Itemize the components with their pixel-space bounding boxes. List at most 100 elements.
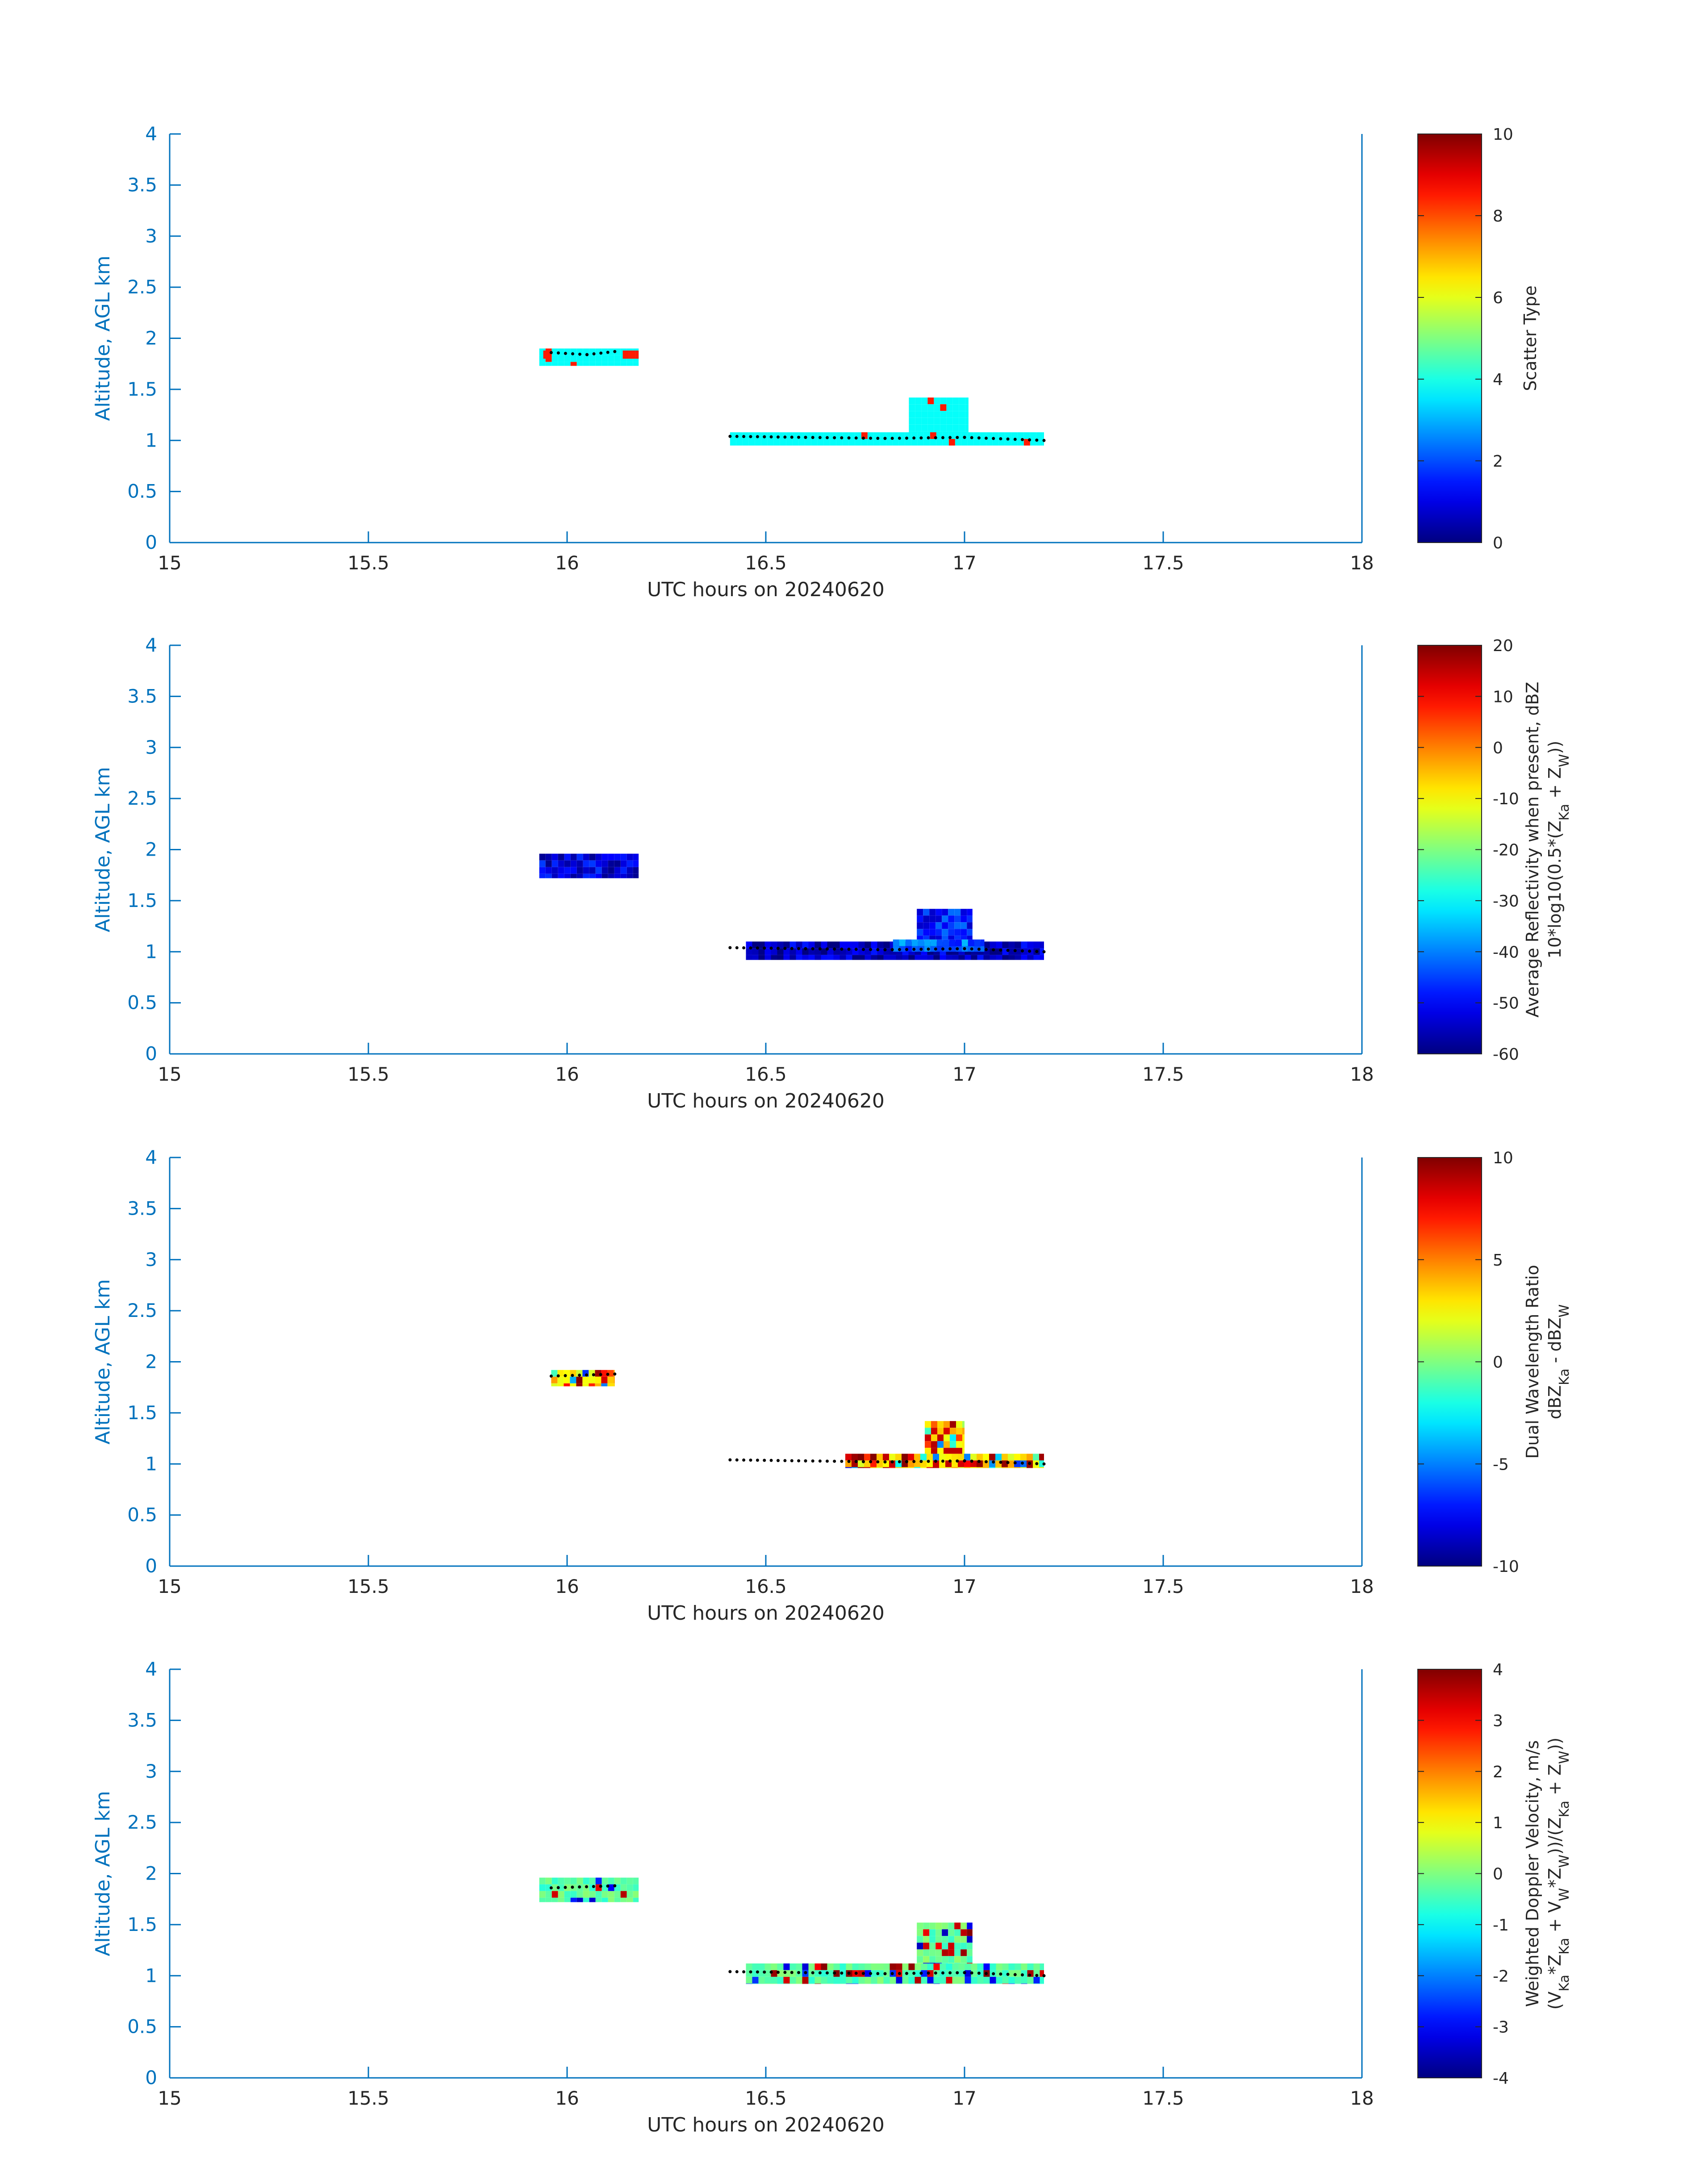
heatmap-cell xyxy=(936,439,943,446)
heatmap-cell xyxy=(931,1448,937,1454)
heatmap-cell xyxy=(929,1963,936,1964)
heatmap-cell xyxy=(633,1877,639,1885)
heatmap-cell xyxy=(929,922,936,929)
heatmap-cell xyxy=(889,955,896,960)
heatmap-cell xyxy=(889,1454,895,1461)
heatmap-cell xyxy=(940,404,947,411)
heatmap-cell xyxy=(545,860,552,867)
heatmap-cell xyxy=(1020,1467,1027,1468)
heatmap-cell xyxy=(551,860,558,867)
track-point xyxy=(735,1458,739,1462)
heatmap-cell xyxy=(1036,432,1043,439)
heatmap-cell xyxy=(965,431,969,432)
track-point xyxy=(571,1374,574,1377)
track-point xyxy=(1028,949,1031,953)
track-point xyxy=(811,947,814,951)
colorbar-label: Dual Wavelength Ratio xyxy=(1523,1265,1542,1458)
track-point xyxy=(847,948,851,951)
track-point xyxy=(869,1460,873,1463)
heatmap-cell xyxy=(633,860,639,867)
heatmap-cell xyxy=(1002,1460,1008,1467)
heatmap-cell xyxy=(1023,432,1030,439)
track-point xyxy=(804,1971,807,1974)
heatmap-cell xyxy=(937,1421,944,1428)
track-point xyxy=(564,1886,567,1889)
heatmap-cell xyxy=(842,432,849,439)
heatmap-cell xyxy=(570,1376,576,1383)
track-point xyxy=(985,1460,988,1463)
heatmap-cell xyxy=(570,1383,576,1387)
heatmap-cell xyxy=(952,1963,959,1970)
track-point xyxy=(749,946,752,950)
heatmap-cell xyxy=(911,939,918,946)
track-point xyxy=(840,436,844,439)
heatmap-cell xyxy=(783,1963,790,1970)
heatmap-cell xyxy=(889,1976,896,1984)
heatmap-cell xyxy=(960,1922,967,1930)
heatmap-cell xyxy=(924,939,931,946)
track-point xyxy=(756,1458,759,1462)
x-tick-label: 17.5 xyxy=(1142,552,1184,574)
heatmap-cell xyxy=(870,1454,877,1461)
heatmap-cell xyxy=(942,909,948,916)
heatmap-cell xyxy=(917,1922,923,1930)
heatmap-cell xyxy=(944,1448,950,1454)
heatmap-cell xyxy=(896,1976,902,1984)
heatmap-cell xyxy=(833,1963,840,1970)
heatmap-cell xyxy=(796,948,802,955)
track-point xyxy=(549,351,553,354)
heatmap-cell xyxy=(626,867,633,874)
heatmap-cell xyxy=(877,1454,883,1461)
heatmap-cell xyxy=(940,1963,946,1970)
heatmap-cell xyxy=(909,431,915,432)
heatmap-cell xyxy=(752,955,759,960)
track-point xyxy=(763,1970,766,1974)
heatmap-cell xyxy=(558,867,564,874)
heatmap-cell xyxy=(967,1929,973,1936)
heatmap-cell xyxy=(864,941,871,949)
heatmap-cell xyxy=(943,946,949,952)
track-point xyxy=(606,351,610,354)
heatmap-cell xyxy=(551,873,558,878)
track-point xyxy=(1006,1461,1010,1464)
heatmap-cell xyxy=(620,362,627,366)
heatmap-cell xyxy=(923,922,930,929)
heatmap-cell xyxy=(758,1976,765,1984)
y-tick-label: 0.5 xyxy=(127,992,157,1014)
heatmap-cell xyxy=(983,1963,990,1970)
heatmap-cell xyxy=(551,362,558,366)
track-point xyxy=(999,949,1002,952)
heatmap-cell xyxy=(923,1949,930,1956)
heatmap-cell xyxy=(927,1976,934,1984)
track-point xyxy=(890,1460,894,1463)
heatmap-cell xyxy=(893,939,899,946)
heatmap-cell xyxy=(821,1970,827,1977)
heatmap-cell xyxy=(943,939,949,946)
track-point xyxy=(564,351,567,355)
track-point xyxy=(1021,1973,1024,1976)
track-point xyxy=(862,1972,865,1975)
y-axis-label: Altitude, AGL km xyxy=(92,1791,114,1956)
heatmap-cell xyxy=(946,397,953,405)
heatmap-cell xyxy=(730,432,736,439)
heatmap-cell xyxy=(742,439,749,446)
heatmap-cell xyxy=(629,351,635,357)
y-tick-label: 0.5 xyxy=(127,2016,157,2038)
heatmap-cell xyxy=(946,404,953,411)
heatmap-cell xyxy=(959,397,965,405)
heatmap-cell xyxy=(601,867,608,874)
track-point xyxy=(1006,1972,1010,1976)
heatmap-cell xyxy=(883,955,890,960)
heatmap-cell xyxy=(948,1956,955,1963)
x-tick-label: 15 xyxy=(158,552,181,574)
heatmap-cell xyxy=(934,404,940,411)
heatmap-cell xyxy=(1040,1963,1044,1970)
heatmap-cell xyxy=(967,439,974,446)
heatmap-cell xyxy=(583,1891,589,1898)
heatmap-cell xyxy=(601,348,608,355)
colorbar-label: Average Reflectivity when present, dBZ xyxy=(1523,682,1542,1018)
track-point xyxy=(985,436,988,440)
heatmap-cell xyxy=(864,955,871,960)
heatmap-cell xyxy=(970,1454,977,1461)
track-point xyxy=(854,436,858,440)
